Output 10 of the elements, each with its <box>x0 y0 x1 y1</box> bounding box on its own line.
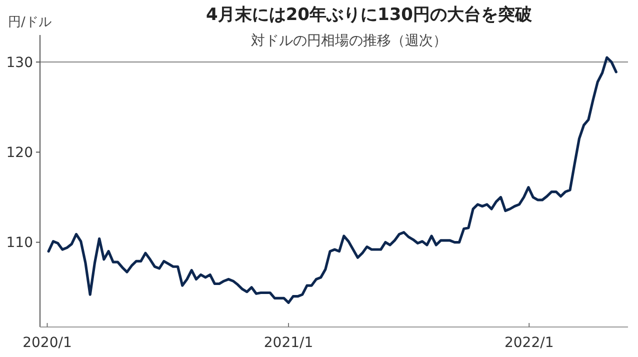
chart-subtitle: 対ドルの円相場の推移（週次） <box>251 33 447 49</box>
x-tick-label: 2022/1 <box>504 335 554 351</box>
x-tick-label: 2021/1 <box>264 335 314 351</box>
chart-title: 4月末には20年ぶりに130円の大台を突破 <box>206 5 533 25</box>
y-tick-label: 110 <box>6 235 33 252</box>
line-series <box>47 56 618 304</box>
y-tick-label: 130 <box>6 54 33 71</box>
y-tick-label: 120 <box>6 145 33 162</box>
y-axis-title: 円/ドル <box>8 15 52 30</box>
x-tick-label: 2020/1 <box>22 335 72 351</box>
